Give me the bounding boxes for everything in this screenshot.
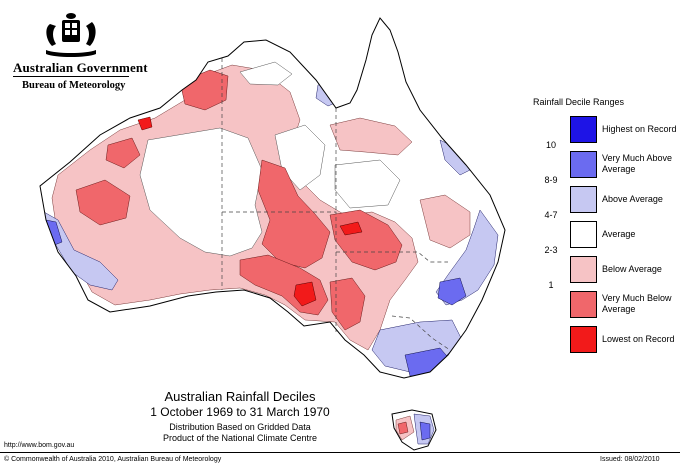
below-average-east xyxy=(419,194,471,249)
legend-range: 8-9 xyxy=(544,175,558,185)
very-much-below-central xyxy=(257,159,331,269)
footer-divider xyxy=(0,452,680,453)
legend-range: 10 xyxy=(545,140,556,150)
caption-line-2: Product of the National Climate Centre xyxy=(162,433,318,443)
lowest-record-sa xyxy=(293,281,317,307)
legend-label: Average xyxy=(602,229,636,239)
issued-date: Issued: 08/02/2010 xyxy=(600,456,660,463)
legend-swatch xyxy=(570,186,597,213)
tasmania-map xyxy=(391,409,437,451)
legend-range: 2-3 xyxy=(544,245,558,255)
legend-swatch xyxy=(570,256,597,283)
legend-swatch xyxy=(570,116,597,143)
legend-label: Very Much Below Average xyxy=(602,293,672,314)
caption-line-1: Distribution Based on Gridded Data xyxy=(169,422,311,432)
very-much-below-southeast xyxy=(329,277,366,331)
legend-swatch xyxy=(570,326,597,353)
legend-swatch xyxy=(570,151,597,178)
average-kimberley xyxy=(239,61,293,86)
very-much-above-nsw xyxy=(437,277,467,306)
legend-swatch xyxy=(570,291,597,318)
legend-range: 1 xyxy=(548,280,554,290)
bureau-title: Bureau of Meteorology xyxy=(22,80,126,91)
below-average-north xyxy=(329,117,413,156)
average-central-west xyxy=(139,127,263,257)
caption-title: Australian Rainfall Deciles xyxy=(164,389,316,404)
legend-label: Below Average xyxy=(602,264,662,274)
very-much-below-pilbara xyxy=(105,137,141,169)
lowest-record-kimberley xyxy=(137,116,153,131)
coat-of-arms-icon xyxy=(46,13,96,57)
legend-label: Highest on Record xyxy=(602,124,677,134)
government-title: Australian Government xyxy=(13,60,148,75)
header-divider xyxy=(13,76,129,77)
mainland-map xyxy=(39,17,506,379)
very-much-below-wa xyxy=(75,179,131,226)
caption-dates: 1 October 1969 to 31 March 1970 xyxy=(150,405,330,419)
legend-range: 4-7 xyxy=(544,210,558,220)
copyright-text: © Commonwealth of Australia 2010, Austra… xyxy=(4,456,222,463)
legend-title: Rainfall Decile Ranges xyxy=(533,97,625,107)
average-queensland xyxy=(334,159,401,209)
coastline xyxy=(39,17,506,379)
website-link[interactable]: http://www.bom.gov.au xyxy=(4,442,75,449)
lowest-record-channel xyxy=(339,221,363,236)
legend-label: Very Much Above Average xyxy=(602,153,673,174)
caption-subtitle: Distribution Based on Gridded Data Produ… xyxy=(110,422,370,444)
legend-label: Above Average xyxy=(602,194,663,204)
state-borders xyxy=(221,58,451,351)
legend-label: Lowest on Record xyxy=(602,334,675,344)
legend-swatch xyxy=(570,221,597,248)
